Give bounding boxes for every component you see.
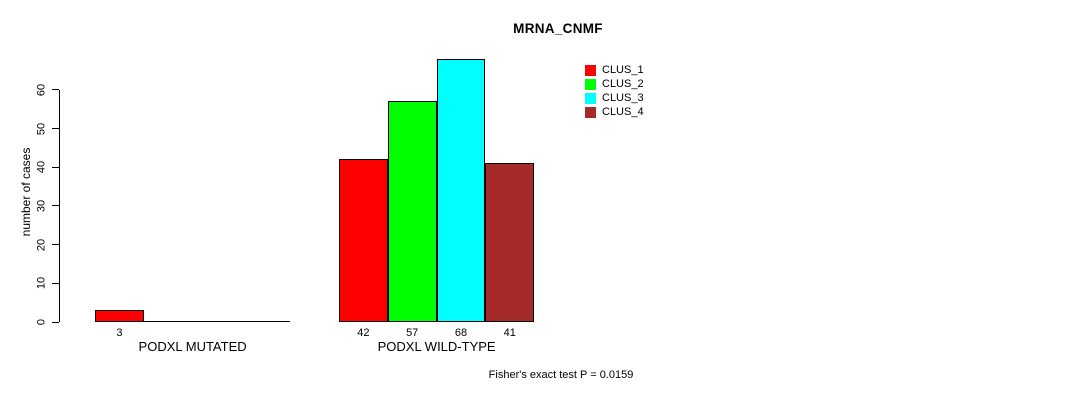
bar-clus-4-group2 — [485, 163, 535, 322]
y-tick-label: 50 — [35, 122, 48, 135]
x-group-label: PODXL MUTATED — [138, 339, 247, 354]
y-tick-mark — [52, 166, 59, 168]
chart-title: MRNA_CNMF — [513, 21, 603, 36]
y-axis-label: number of cases — [19, 147, 33, 237]
y-tick-mark — [52, 282, 59, 284]
y-tick-mark — [52, 89, 59, 91]
legend-item-clus-1: CLUS_1 — [585, 63, 644, 77]
y-tick-mark — [52, 244, 59, 246]
x-group-label: PODXL WILD-TYPE — [377, 339, 496, 354]
legend-swatch-clus-3 — [585, 92, 596, 104]
y-tick-label: 0 — [35, 318, 48, 326]
legend-swatch-clus-4 — [585, 106, 596, 118]
legend-item-clus-3: CLUS_3 — [585, 91, 644, 105]
annotation-fisher-test: Fisher's exact test P = 0.0159 — [488, 369, 634, 381]
zero-bar-line-clus-2 — [143, 321, 193, 322]
y-tick-label: 40 — [35, 161, 48, 174]
y-tick-mark — [52, 321, 59, 323]
y-tick-label: 10 — [35, 277, 48, 290]
legend-label-clus-1: CLUS_1 — [602, 63, 644, 76]
bar-clus-2-group2 — [387, 101, 437, 322]
bar-clus-1-group2 — [339, 159, 388, 322]
bar-value-label: 42 — [357, 327, 370, 339]
bar-value-label: 3 — [116, 327, 123, 339]
bar-value-label: 57 — [406, 327, 419, 339]
y-axis-line — [59, 89, 60, 322]
legend-swatch-clus-1 — [585, 64, 596, 76]
y-tick-mark — [52, 205, 59, 207]
bar-value-label: 68 — [454, 327, 468, 339]
legend: CLUS_1 CLUS_2 CLUS_3 CLUS_4 — [585, 63, 644, 119]
zero-bar-line-clus-3 — [192, 321, 242, 322]
bar-value-label: 41 — [503, 327, 516, 339]
y-tick-label: 20 — [35, 238, 48, 251]
zero-bar-line-clus-4 — [241, 321, 291, 322]
bar-clus-1-group1 — [95, 310, 144, 322]
bar-clus-3-group2 — [436, 58, 486, 322]
y-tick-label: 30 — [35, 199, 48, 213]
legend-item-clus-2: CLUS_2 — [585, 77, 644, 91]
legend-swatch-clus-2 — [585, 78, 596, 90]
legend-item-clus-4: CLUS_4 — [585, 105, 644, 119]
y-tick-label: 60 — [35, 83, 48, 96]
legend-label-clus-4: CLUS_4 — [602, 105, 644, 118]
legend-label-clus-3: CLUS_3 — [602, 91, 644, 104]
y-tick-mark — [52, 128, 59, 129]
legend-label-clus-2: CLUS_2 — [602, 77, 644, 90]
